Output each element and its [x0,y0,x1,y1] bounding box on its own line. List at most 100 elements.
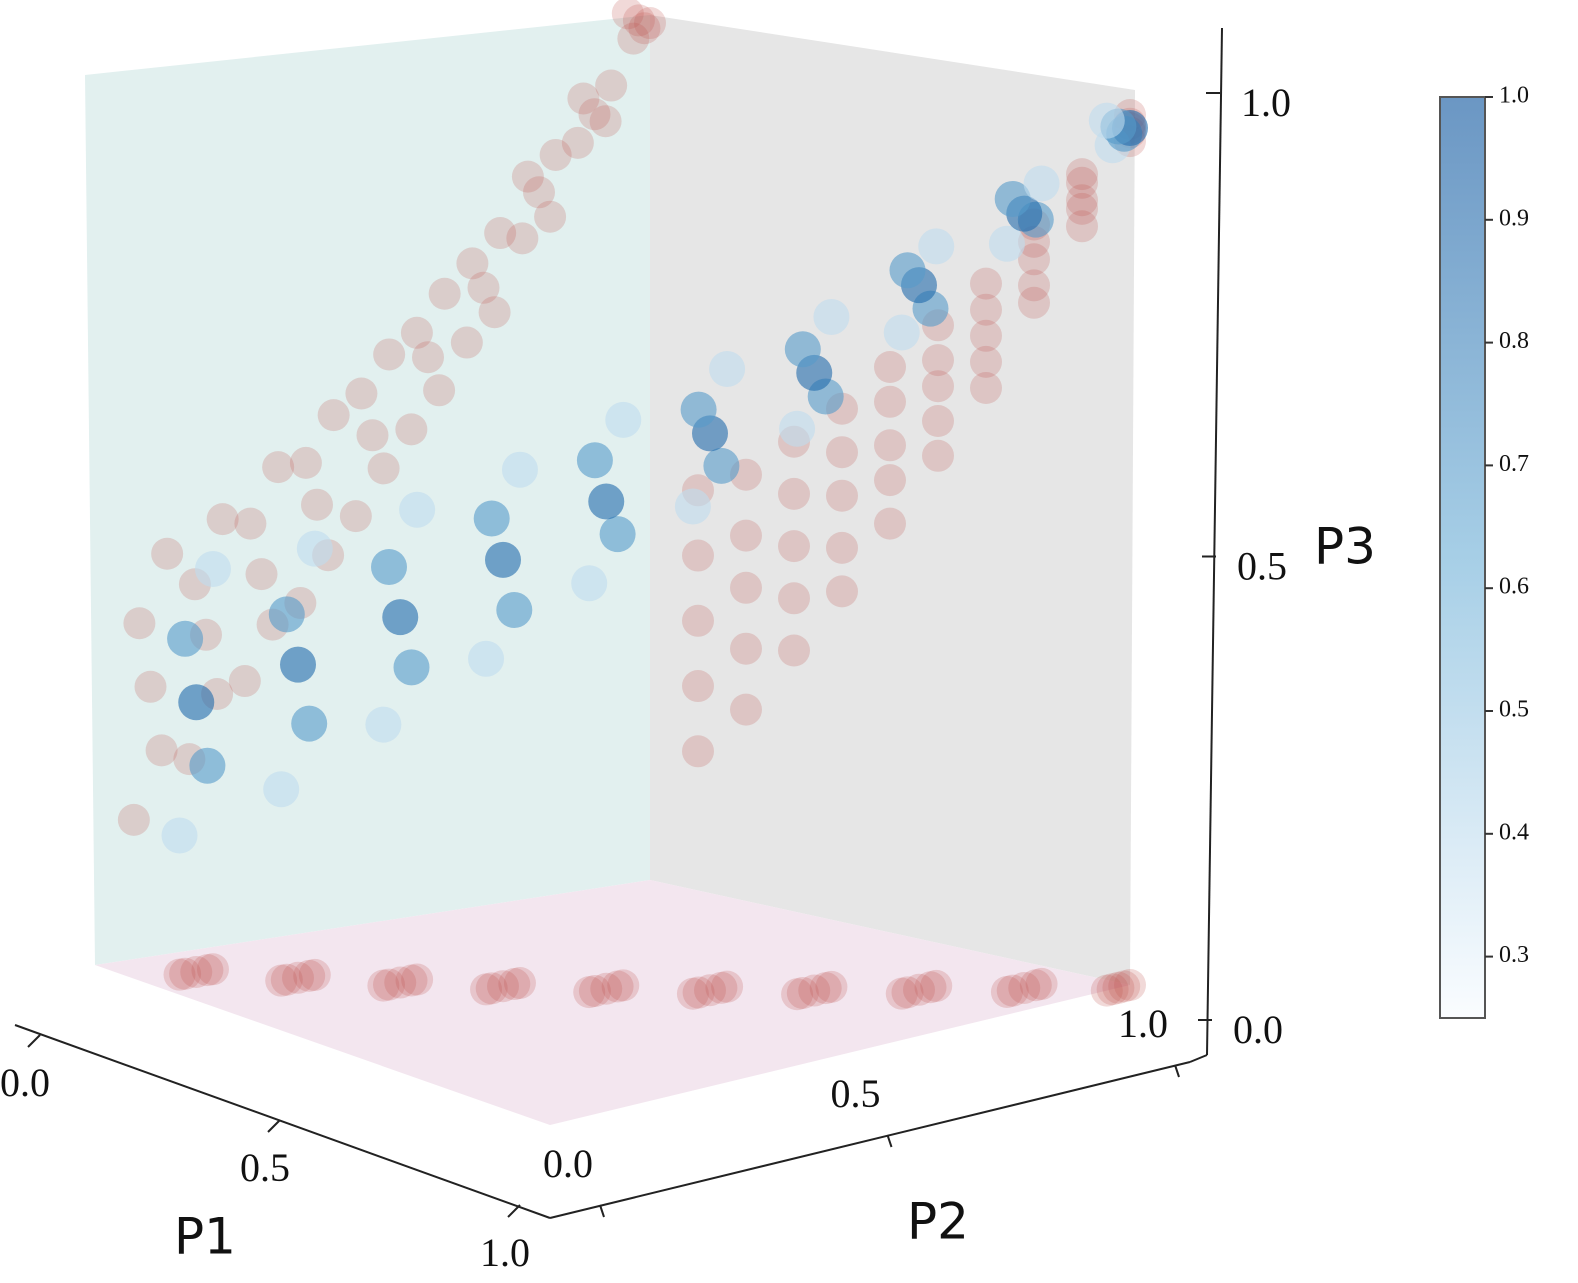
point [784,331,821,368]
floor-projection [891,976,924,1009]
right-wall-projection [730,693,762,726]
floor-projection [903,973,935,1006]
left-wall-projection [539,138,572,171]
right-wall-projection [970,345,1002,378]
floor-projection [498,968,531,1001]
colorbar-tick-label: 0.9 [1499,205,1529,231]
point [674,488,711,525]
right-wall-projection [1066,210,1098,243]
left-wall-projection [234,507,267,540]
right-wall-projection [874,351,906,383]
point [576,442,613,479]
floor-projection [601,970,634,1003]
left-wall-projection [145,734,178,767]
colorbar-tick-label: 0.5 [1499,697,1529,723]
point [779,410,816,447]
left-wall-projection [356,419,389,452]
point [680,391,717,428]
colorbar-tick-label: 0.8 [1499,328,1529,354]
floor-projection [298,958,331,991]
x-axis-line [14,1024,551,1219]
right-wall-projection [1066,166,1098,199]
left-wall-projection [367,452,400,485]
left-wall-projection [289,446,322,479]
floor-projection [990,975,1023,1008]
point [194,551,231,588]
floor-projection [607,969,640,1002]
floor-projection [503,966,536,999]
right-wall-projection [970,293,1002,326]
colorbar-tick-label: 1.0 [1499,83,1529,109]
points [161,102,1148,854]
floor-projection [682,976,715,1009]
floor-projection [920,969,953,1002]
right-wall-projection [970,372,1002,404]
left-wall-projection [117,803,150,836]
right-wall-projection [874,385,906,418]
left-wall-projection [151,537,184,570]
point [371,548,407,585]
right-wall-projection [1018,286,1050,319]
x-tick-label: 0.5 [240,1145,290,1190]
floor-projection [809,972,842,1005]
right-wall-projection [874,429,906,462]
right-wall-projection [970,267,1002,300]
point [1023,165,1060,202]
floor-projection [1025,967,1058,1000]
floor-projection [815,970,848,1003]
right-wall-projection [874,507,906,540]
y-axis-line [549,1061,1191,1219]
z-tick-label: 0.5 [1237,544,1287,589]
floor-projection [191,954,224,987]
y-tick [599,1204,605,1218]
point [263,771,300,808]
floor-projection [1090,974,1123,1007]
right-wall-projection [826,531,858,564]
floor-projection [270,963,303,996]
floor-projection [781,978,814,1011]
point [501,451,538,488]
point [485,541,521,578]
colorbar-body [1439,96,1486,1019]
floor-projection [163,958,196,991]
floor-projection [573,976,606,1009]
x-axis-title: P1 [174,1208,236,1266]
point [588,483,625,520]
point [605,401,642,438]
left-wall-projection [345,377,378,410]
point [889,252,926,289]
left-wall-projection [423,374,456,407]
left-wall-projection [456,247,489,280]
right-pane [650,15,1135,985]
left-wall-projection [134,670,167,703]
axes: P1 P2 P3 0.0 0.5 1.0 0.0 0.5 1.0 0.0 0.5 1.0 [0,27,1376,1275]
point [599,516,636,553]
floor-projection [470,973,503,1006]
x-tick [507,1204,521,1218]
left-wall-projection [511,160,544,193]
projections [117,0,1146,1011]
right-wall-projection [1018,269,1050,302]
floor-projection [475,972,508,1005]
left-pane [85,15,650,965]
left-wall-projection [622,4,655,37]
left-wall-projection [484,217,517,250]
right-wall-projection [1018,243,1050,276]
floor-projection [694,974,726,1007]
x-tick-label: 1.0 [480,1230,530,1275]
z-tick-label: 1.0 [1241,80,1291,125]
right-wall-projection [1066,158,1098,191]
point [189,747,226,784]
panes [85,15,1135,1125]
left-wall-projection [228,665,261,698]
floor-projection [265,964,298,997]
z-axis-title: P3 [1314,518,1376,576]
left-wall-projection [628,12,661,45]
x-tick [27,1034,41,1048]
right-wall-projection [826,479,858,512]
colorbar-tick-label: 0.4 [1499,819,1529,845]
floor-projection [1108,970,1141,1003]
y-tick-label: 0.5 [831,1071,881,1116]
point [393,649,430,686]
